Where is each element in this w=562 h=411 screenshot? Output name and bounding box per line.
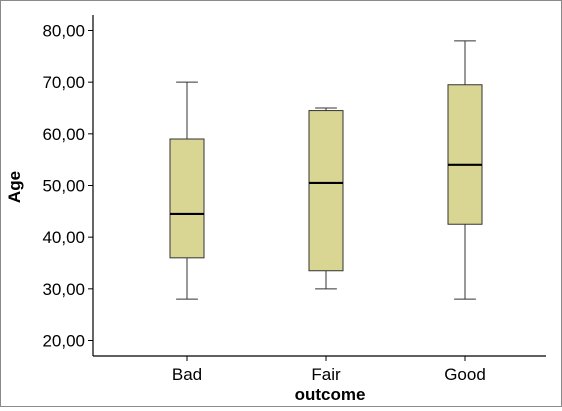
- y-tick-label: 80,00: [42, 22, 85, 41]
- x-tick-label: Good: [444, 365, 486, 384]
- x-tick-label: Bad: [172, 365, 202, 384]
- y-tick-label: 50,00: [42, 177, 85, 196]
- x-tick-label: Fair: [311, 365, 341, 384]
- x-axis-title: outcome: [295, 385, 366, 404]
- y-tick-label: 40,00: [42, 228, 85, 247]
- y-tick-label: 60,00: [42, 125, 85, 144]
- box-bad: [169, 138, 205, 259]
- y-tick-label: 30,00: [42, 280, 85, 299]
- y-tick-label: 70,00: [42, 73, 85, 92]
- box-good: [447, 84, 483, 225]
- y-tick-label: 20,00: [42, 332, 85, 351]
- y-axis-title: Age: [5, 171, 24, 203]
- box-fair: [308, 110, 344, 272]
